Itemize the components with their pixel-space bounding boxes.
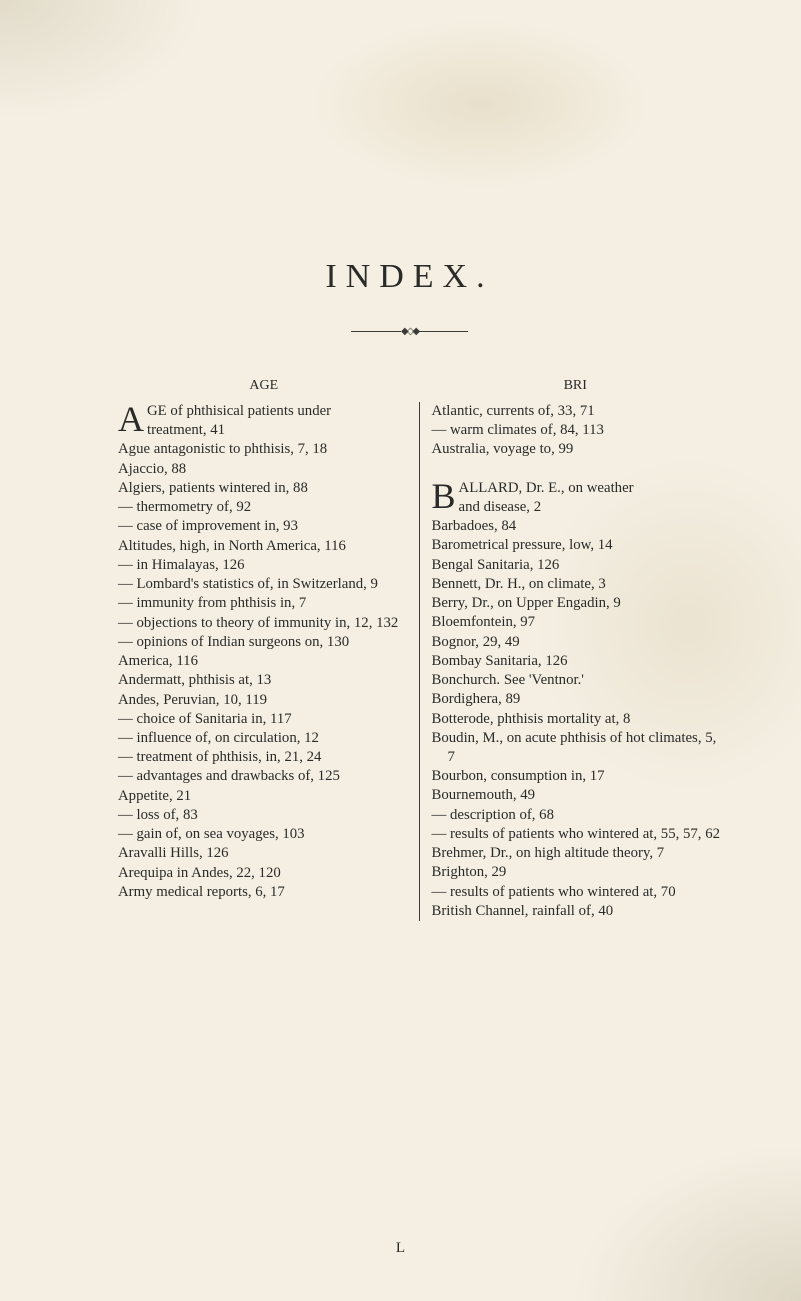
index-entry: Botterode, phthisis mortality at, 8: [432, 710, 722, 729]
index-entry: Bournemouth, 49: [432, 786, 722, 805]
left-dropcap-entry: A GE of phthisical patients under treatm…: [118, 402, 407, 440]
index-entry: — treatment of phthisis, in, 21, 24: [118, 748, 407, 767]
index-title: INDEX.: [98, 258, 721, 296]
index-entry: Atlantic, currents of, 33, 71: [432, 402, 722, 421]
index-entry: Ague antagonistic to phthisis, 7, 18: [118, 440, 407, 459]
index-entry: Berry, Dr., on Upper Engadin, 9: [432, 594, 722, 613]
index-entry: — objections to theory of immunity in, 1…: [118, 614, 407, 633]
index-entry: Algiers, patients wintered in, 88: [118, 479, 407, 498]
index-entry: — advantages and drawbacks of, 125: [118, 767, 407, 786]
index-entry: Altitudes, high, in North America, 116: [118, 537, 407, 556]
index-entry: Andes, Peruvian, 10, 119: [118, 691, 407, 710]
index-entry: Bourbon, consumption in, 17: [432, 767, 722, 786]
index-entry: — choice of Sanitaria in, 117: [118, 710, 407, 729]
index-entry: — in Himalayas, 126: [118, 556, 407, 575]
index-entry: — immunity from phthisis in, 7: [118, 594, 407, 613]
index-entry: — loss of, 83: [118, 806, 407, 825]
column-heading-left: AGE: [118, 378, 420, 394]
index-entry: — thermometry of, 92: [118, 498, 407, 517]
page-root: INDEX. ◆◇◆ AGE BRI A GE of phthisical pa…: [0, 0, 801, 1301]
index-entry: — results of patients who wintered at, 5…: [432, 825, 722, 844]
index-entry: Barometrical pressure, low, 14: [432, 536, 722, 555]
section-gap: [432, 460, 722, 479]
signature-letter: L: [0, 1240, 801, 1257]
index-entry: and disease, 2: [432, 498, 722, 517]
index-entry: Bombay Sanitaria, 126: [432, 652, 722, 671]
index-entry: Ajaccio, 88: [118, 460, 407, 479]
divider-ornament: ◆◇◆: [401, 326, 418, 337]
index-entry: ALLARD, Dr. E., on weather: [432, 479, 722, 498]
index-entry: — opinions of Indian surgeons on, 130: [118, 633, 407, 652]
index-entry: Bordighera, 89: [432, 690, 722, 709]
column-heading-right: BRI: [420, 378, 722, 394]
index-entry: Appetite, 21: [118, 787, 407, 806]
index-entry: America, 116: [118, 652, 407, 671]
index-entry: GE of phthisical patients under: [118, 402, 407, 421]
index-entry: Australia, voyage to, 99: [432, 440, 722, 459]
right-column: Atlantic, currents of, 33, 71 — warm cli…: [420, 402, 722, 921]
index-entry: Boudin, M., on acute phthisis of hot cli…: [432, 729, 722, 767]
index-entry: treatment, 41: [118, 421, 407, 440]
index-entry: — Lombard's statistics of, in Switzerlan…: [118, 575, 407, 594]
index-entry: — gain of, on sea voyages, 103: [118, 825, 407, 844]
dropcap-a: A: [118, 402, 147, 436]
index-entry: Aravalli Hills, 126: [118, 844, 407, 863]
columns-container: A GE of phthisical patients under treatm…: [118, 402, 721, 921]
index-entry: Arequipa in Andes, 22, 120: [118, 864, 407, 883]
index-entry: — description of, 68: [432, 806, 722, 825]
index-entry: — warm climates of, 84, 113: [432, 421, 722, 440]
index-entry: — results of patients who wintered at, 7…: [432, 883, 722, 902]
column-headings: AGE BRI: [118, 378, 721, 394]
index-entry: Bloemfontein, 97: [432, 613, 722, 632]
right-dropcap-entry: B ALLARD, Dr. E., on weather and disease…: [432, 479, 722, 517]
index-entry: British Channel, rainfall of, 40: [432, 902, 722, 921]
index-entry: — influence of, on circulation, 12: [118, 729, 407, 748]
index-entry: Bengal Sanitaria, 126: [432, 556, 722, 575]
index-entry: Brehmer, Dr., on high altitude theory, 7: [432, 844, 722, 863]
left-column: A GE of phthisical patients under treatm…: [118, 402, 420, 921]
index-entry: — case of improvement in, 93: [118, 517, 407, 536]
index-entry: Andermatt, phthisis at, 13: [118, 671, 407, 690]
index-entry: Bonchurch. See 'Ventnor.': [432, 671, 722, 690]
index-entry: Bognor, 29, 49: [432, 633, 722, 652]
index-entry: Brighton, 29: [432, 863, 722, 882]
dropcap-b: B: [432, 479, 459, 513]
index-entry: Barbadoes, 84: [432, 517, 722, 536]
divider-line-left: [351, 331, 401, 332]
index-entry: Bennett, Dr. H., on climate, 3: [432, 575, 722, 594]
index-entry: Army medical reports, 6, 17: [118, 883, 407, 902]
divider: ◆◇◆: [98, 322, 721, 340]
divider-line-right: [418, 331, 468, 332]
